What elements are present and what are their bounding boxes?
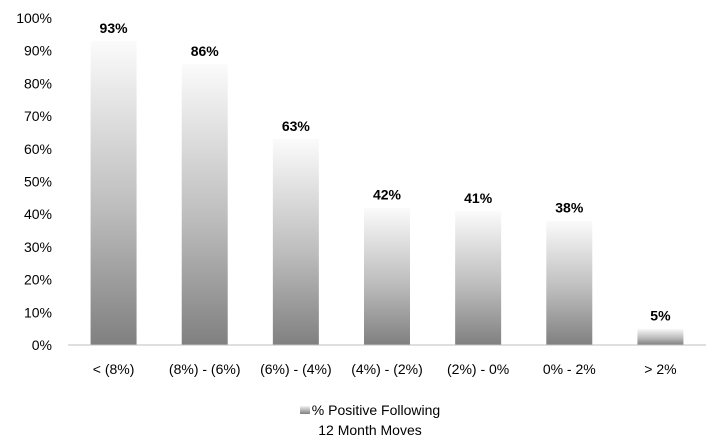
data-label: 41%: [464, 190, 493, 206]
x-tick-label: (6%) - (4%): [260, 361, 332, 377]
data-label: 5%: [650, 308, 671, 324]
data-label: 38%: [555, 200, 584, 216]
y-axis: 0% 10% 20% 30% 40% 50% 60% 70% 80% 90% 100%: [16, 10, 52, 353]
y-tick-label: 90%: [24, 43, 52, 59]
data-label: 63%: [282, 118, 311, 134]
x-axis: < (8%) (8%) - (6%) (6%) - (4%) (4%) - (2%) (…: [68, 344, 706, 377]
bar: [272, 138, 319, 345]
x-tick-label: (8%) - (6%): [169, 361, 241, 377]
y-tick-label: 80%: [24, 75, 52, 91]
legend-swatch: [299, 406, 310, 414]
x-tick-label: (2%) - 0%: [447, 361, 509, 377]
y-tick-label: 30%: [24, 239, 52, 255]
bar: [546, 220, 593, 345]
y-tick-label: 70%: [24, 108, 52, 124]
y-tick-label: 60%: [24, 141, 52, 157]
x-tick-label: < (8%): [93, 361, 135, 377]
x-tick-label: > 2%: [644, 361, 676, 377]
bar: [364, 207, 410, 345]
y-tick-label: 40%: [24, 206, 52, 222]
bar: [455, 210, 502, 345]
bars: 93% 86% 63% 42% 41% 38% 5%: [90, 20, 684, 345]
legend: % Positive Following 12 Month Moves: [0, 400, 714, 440]
y-tick-label: 50%: [24, 174, 52, 190]
bar: [637, 328, 684, 345]
y-tick-label: 20%: [24, 272, 52, 288]
legend-entry: % Positive Following: [0, 400, 714, 420]
x-tick-label: 0% - 2%: [543, 361, 596, 377]
y-tick-label: 100%: [16, 10, 52, 26]
y-tick-label: 10%: [24, 304, 52, 320]
data-label: 86%: [191, 43, 220, 59]
y-tick-label: 0%: [32, 337, 52, 353]
bar: [181, 63, 228, 345]
data-label: 93%: [100, 20, 129, 36]
bar: [90, 40, 137, 345]
data-label: 42%: [373, 187, 402, 203]
legend-label-line1: % Positive Following: [311, 402, 441, 418]
legend-label-line2: 12 Month Moves: [318, 422, 422, 438]
x-tick-label: (4%) - (2%): [351, 361, 423, 377]
